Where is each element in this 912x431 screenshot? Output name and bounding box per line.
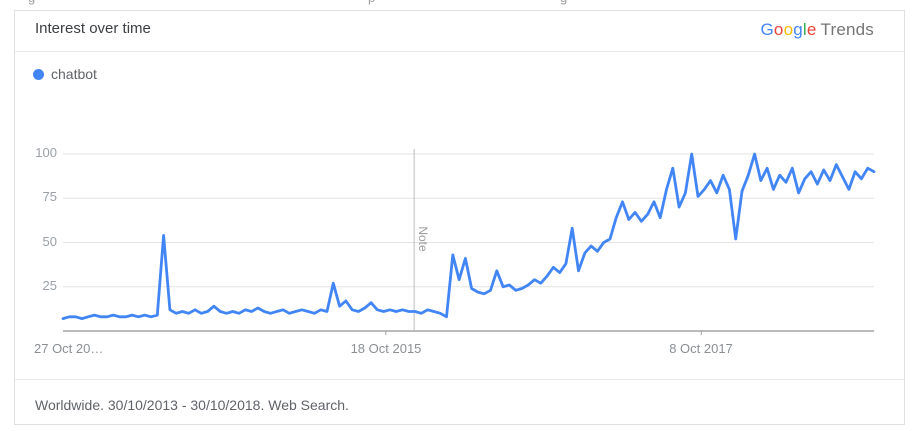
clipped-text-fragment: g xyxy=(560,0,567,5)
y-axis-label: 25 xyxy=(42,278,57,293)
footer-divider xyxy=(15,379,904,380)
legend-dot-icon xyxy=(33,68,44,80)
legend: chatbot xyxy=(33,66,97,82)
card-title: Interest over time xyxy=(35,20,151,37)
chart-canvas[interactable] xyxy=(15,11,906,426)
x-axis-label: 27 Oct 20… xyxy=(34,341,104,356)
header-divider xyxy=(15,51,904,52)
google-trends-logo[interactable]: Google Trends xyxy=(760,20,874,40)
x-axis-label: 18 Oct 2015 xyxy=(350,341,422,356)
x-axis-label: 8 Oct 2017 xyxy=(669,341,733,356)
clipped-text-row: g p g xyxy=(0,0,912,6)
trend-series-line[interactable] xyxy=(61,152,876,321)
footer-summary: Worldwide. 30/10/2013 - 30/10/2018. Web … xyxy=(35,397,349,413)
note-annotation-label: Note xyxy=(416,226,430,252)
y-axis-label: 50 xyxy=(42,234,57,249)
google-letter: o xyxy=(783,20,794,39)
y-axis-label: 75 xyxy=(42,189,57,204)
google-letter: G xyxy=(760,20,774,39)
google-letter: g xyxy=(793,20,803,39)
legend-term-label: chatbot xyxy=(51,66,97,82)
interest-over-time-card: Interest over time Google Trends chatbot … xyxy=(14,10,905,425)
google-letter: l xyxy=(802,20,807,39)
y-axis-label: 100 xyxy=(35,145,57,160)
clipped-text-fragment: p xyxy=(368,0,375,5)
google-letter: e xyxy=(806,20,817,39)
trends-wordmark: Trends xyxy=(820,20,874,39)
clipped-text-fragment: g xyxy=(28,0,35,5)
google-wordmark: Google xyxy=(760,20,816,39)
google-letter: o xyxy=(773,20,784,39)
